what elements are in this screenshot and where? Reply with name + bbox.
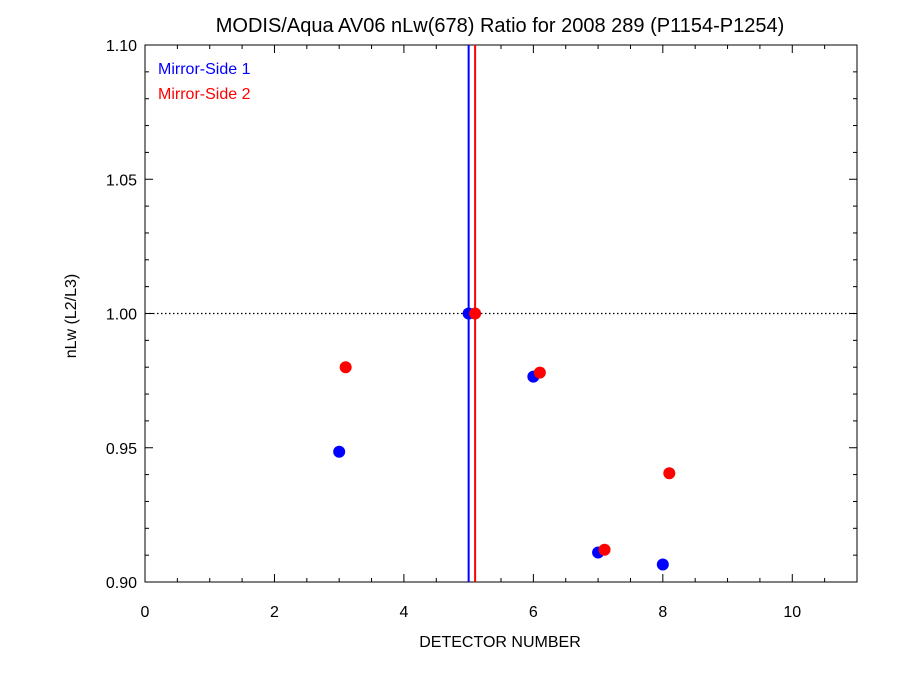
point-series-2 (533, 366, 546, 379)
x-tick-label: 10 (783, 604, 801, 621)
legend-entry: Mirror-Side 1 (158, 61, 251, 78)
y-tick-label: 1.10 (106, 38, 137, 55)
data-points (333, 307, 676, 571)
y-tick-label: 1.05 (106, 172, 137, 189)
y-axis-label: nLw (L2/L3) (63, 274, 80, 359)
x-axis-label: DETECTOR NUMBER (419, 634, 581, 651)
point-series-2 (663, 467, 676, 480)
y-tick-label: 1.00 (106, 307, 137, 324)
chart-title: MODIS/Aqua AV06 nLw(678) Ratio for 2008 … (216, 15, 785, 37)
legend-entry: Mirror-Side 2 (158, 86, 251, 103)
y-tick-label: 0.95 (106, 441, 137, 458)
x-tick-label: 2 (270, 604, 279, 621)
point-series-2 (598, 543, 611, 556)
point-series-2 (469, 307, 482, 320)
y-tick-label: 0.90 (106, 575, 137, 592)
legend: Mirror-Side 1 Mirror-Side 2 (158, 61, 251, 103)
x-tick-label: 4 (399, 604, 408, 621)
point-series-1 (333, 445, 346, 458)
reference-lines (145, 45, 857, 582)
point-series-2 (339, 361, 352, 374)
x-tick-label: 6 (529, 604, 538, 621)
point-series-1 (656, 558, 669, 571)
x-tick-label: 8 (658, 604, 667, 621)
axis-ticks: 0 2 4 6 8 10 0.90 0.95 1.00 1.05 1.10 (106, 38, 858, 621)
x-tick-label: 0 (141, 604, 150, 621)
